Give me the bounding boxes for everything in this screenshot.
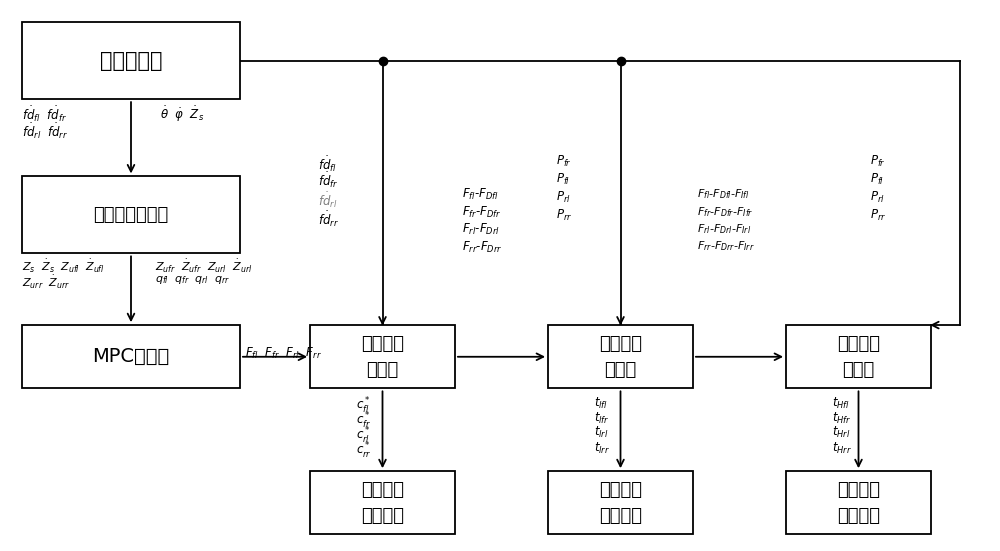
Text: $F_{fl}$  $F_{fr}$  $F_{rl}$  $F_{rr}$: $F_{fl}$ $F_{fr}$ $F_{rl}$ $F_{rr}$: [245, 346, 322, 361]
Text: $F_{fr}$-$F_{Dfr}$: $F_{fr}$-$F_{Dfr}$: [462, 205, 501, 220]
Text: $f\dot{d}_{rr}$: $f\dot{d}_{rr}$: [318, 209, 339, 229]
Text: 阻尼系数
执行机构: 阻尼系数 执行机构: [361, 480, 404, 525]
Text: $f\dot{d}_{rl}$: $f\dot{d}_{rl}$: [318, 190, 337, 209]
Bar: [786, 471, 931, 534]
Text: $Z_{urr}$  $\dot{Z}_{urr}$: $Z_{urr}$ $\dot{Z}_{urr}$: [22, 274, 70, 291]
Bar: [548, 325, 693, 388]
Text: $F_{rr}$-$F_{Drr}$: $F_{rr}$-$F_{Drr}$: [462, 240, 502, 255]
Bar: [310, 325, 455, 388]
Text: $F_{fl}$-$F_{Dfl}$: $F_{fl}$-$F_{Dfl}$: [462, 187, 499, 202]
Text: $P_{fl}$: $P_{fl}$: [556, 172, 570, 187]
Text: 阻尼系数
控制器: 阻尼系数 控制器: [361, 334, 404, 379]
Text: $F_{rl}$-$F_{Drl}$: $F_{rl}$-$F_{Drl}$: [462, 222, 500, 237]
Text: $t_{Hrr}$: $t_{Hrr}$: [832, 441, 852, 456]
Text: $P_{fr}$: $P_{fr}$: [870, 154, 886, 169]
Text: $P_{rl}$: $P_{rl}$: [556, 190, 571, 205]
Text: $P_{fr}$: $P_{fr}$: [556, 154, 572, 169]
Text: $c_{fr}^*$: $c_{fr}^*$: [356, 410, 371, 431]
Text: $t_{lrr}$: $t_{lrr}$: [594, 441, 610, 456]
Text: MPC控制器: MPC控制器: [92, 347, 170, 366]
Text: 互联状态
控制器: 互联状态 控制器: [599, 334, 642, 379]
Text: 拓展观测器模块: 拓展观测器模块: [93, 206, 169, 224]
Text: $f\dot{d}_{fr}$: $f\dot{d}_{fr}$: [318, 171, 338, 190]
Text: $c_{fl}^*$: $c_{fl}^*$: [356, 396, 371, 416]
Text: $t_{Hfr}$: $t_{Hfr}$: [832, 410, 851, 425]
Text: $Z_{ufr}$  $\dot{Z}_{ufr}$  $Z_{url}$  $\dot{Z}_{url}$: $Z_{ufr}$ $\dot{Z}_{ufr}$ $Z_{url}$ $\do…: [155, 258, 252, 275]
Bar: [786, 325, 931, 388]
Bar: [310, 471, 455, 534]
Text: $t_{lrl}$: $t_{lrl}$: [594, 425, 609, 440]
Text: 车身高度
控制器: 车身高度 控制器: [837, 334, 880, 379]
Text: $f\dot{d}_{fl}$: $f\dot{d}_{fl}$: [318, 154, 337, 174]
Text: $P_{rl}$: $P_{rl}$: [870, 190, 885, 205]
Text: $F_{rr}$-$F_{Drr}$-$F_{Irr}$: $F_{rr}$-$F_{Drr}$-$F_{Irr}$: [697, 240, 755, 253]
Text: $f\dot{d}_{fl}$  $f\dot{d}_{fr}$: $f\dot{d}_{fl}$ $f\dot{d}_{fr}$: [22, 105, 67, 124]
Text: $\dot{\theta}$  $\dot{\varphi}$  $\dot{Z}_s$: $\dot{\theta}$ $\dot{\varphi}$ $\dot{Z}_…: [160, 105, 204, 124]
Text: $t_{lfr}$: $t_{lfr}$: [594, 410, 610, 425]
Text: $P_{rr}$: $P_{rr}$: [556, 208, 572, 223]
Text: $c_{rl}^*$: $c_{rl}^*$: [356, 425, 371, 446]
Bar: [22, 325, 240, 388]
Text: $t_{lfl}$: $t_{lfl}$: [594, 396, 608, 410]
Bar: [548, 471, 693, 534]
Text: $F_{fr}$-$F_{Dfr}$-$F_{Ifr}$: $F_{fr}$-$F_{Dfr}$-$F_{Ifr}$: [697, 205, 753, 219]
Text: $Z_s$  $\dot{Z}_s$  $Z_{ufl}$  $\dot{Z}_{ufl}$: $Z_s$ $\dot{Z}_s$ $Z_{ufl}$ $\dot{Z}_{uf…: [22, 258, 105, 275]
Bar: [22, 176, 240, 253]
Text: 互联状态
执行机构: 互联状态 执行机构: [599, 480, 642, 525]
Text: 车身高度
执行机构: 车身高度 执行机构: [837, 480, 880, 525]
Text: $q_{fl}$  $q_{fr}$  $q_{rl}$  $q_{rr}$: $q_{fl}$ $q_{fr}$ $q_{rl}$ $q_{rr}$: [155, 274, 230, 286]
Text: $P_{fl}$: $P_{fl}$: [870, 172, 884, 187]
Bar: [22, 22, 240, 99]
Text: $t_{Hfl}$: $t_{Hfl}$: [832, 396, 850, 410]
Text: $F_{rl}$-$F_{Drl}$-$F_{Irl}$: $F_{rl}$-$F_{Drl}$-$F_{Irl}$: [697, 222, 751, 236]
Text: $c_{rr}^*$: $c_{rr}^*$: [356, 441, 372, 461]
Text: $t_{Hrl}$: $t_{Hrl}$: [832, 425, 850, 440]
Text: $P_{rr}$: $P_{rr}$: [870, 208, 886, 223]
Text: $f\dot{d}_{rl}$  $f\dot{d}_{rr}$: $f\dot{d}_{rl}$ $f\dot{d}_{rr}$: [22, 121, 68, 141]
Text: 传感器模块: 传感器模块: [100, 51, 162, 71]
Text: $F_{fl}$-$F_{Dfl}$-$F_{Ifl}$: $F_{fl}$-$F_{Dfl}$-$F_{Ifl}$: [697, 187, 750, 201]
